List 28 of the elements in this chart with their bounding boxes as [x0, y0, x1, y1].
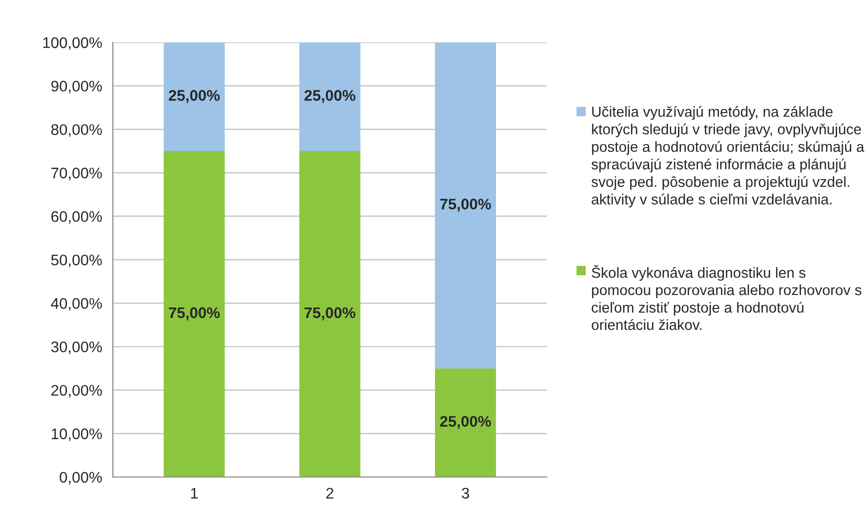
bar: [164, 151, 225, 477]
bar: [434, 368, 496, 477]
data-label: 75,00%: [440, 198, 491, 212]
bar: [164, 42, 225, 152]
y-tick-label: 70,00%: [51, 168, 102, 180]
data-label: 25,00%: [168, 90, 220, 104]
data-label: 25,00%: [440, 416, 491, 429]
y-tick-label: 100,00%: [43, 37, 102, 50]
bar: [299, 42, 360, 152]
legend-label: Učitelia využívajú metódy, na základe ktorých sledujú v triede javy, ovplyvňujúce postoje a hodnotovú orientáciu; skúmajú a spracúvajú zistené informácie a plánujú svoje ped. pôsobenie a projektujú vzdel. aktivity v súlade s cieľmi vzdelávania.: [592, 106, 864, 208]
y-tick-label: 20,00%: [51, 384, 102, 398]
y-tick-label: 80,00%: [51, 124, 102, 137]
y-tick-label: 10,00%: [52, 428, 102, 442]
y-tick-label: 0,00%: [60, 472, 102, 484]
data-label: 75,00%: [304, 307, 356, 320]
bar: [434, 42, 496, 368]
y-tick-label: 60,00%: [51, 211, 102, 224]
y-tick-label: 30,00%: [51, 341, 102, 354]
legend-label: Škola vykonáva diagnostiku len s pomocou pozorovania alebo rozhovorov s cieľom zistiť postoje a hodnotovú orientáciu žiakov.: [592, 265, 862, 330]
x-tick-label: 2: [326, 488, 334, 498]
y-tick-label: 50,00%: [51, 254, 102, 268]
data-label: 25,00%: [304, 90, 356, 104]
x-tick-label: 3: [462, 488, 470, 499]
y-tick-label: 40,00%: [50, 298, 102, 311]
bar: [299, 151, 360, 477]
y-tick-label: 90,00%: [51, 80, 102, 94]
data-label: 75,00%: [168, 307, 220, 320]
x-tick-label: 1: [191, 488, 198, 498]
